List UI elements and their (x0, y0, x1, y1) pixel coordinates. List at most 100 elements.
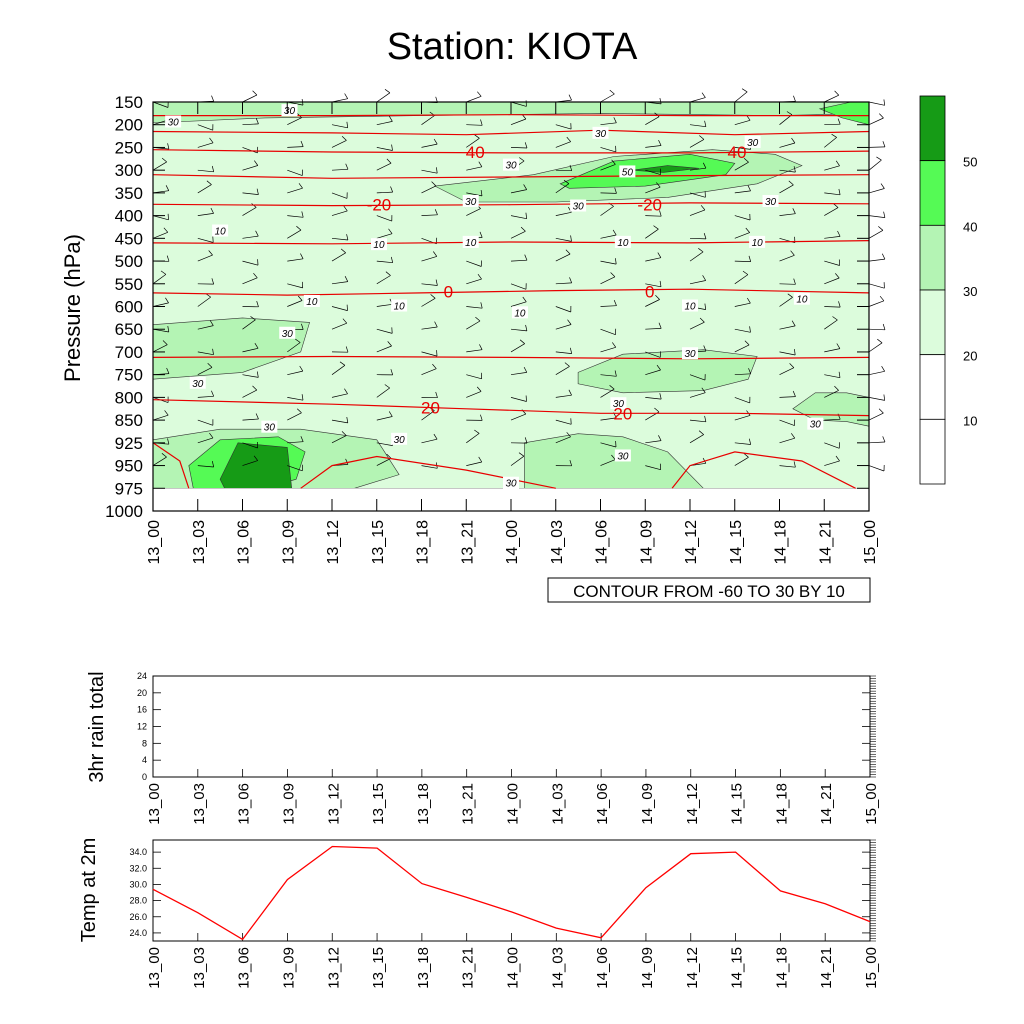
contour-label: 30 (617, 451, 629, 462)
wind-barb (510, 215, 527, 220)
wind-barb (645, 145, 662, 148)
contour-label-bg (261, 420, 278, 433)
contour-label-bg (462, 235, 479, 248)
wind-barb-flag (344, 276, 349, 282)
temperature-label: -20 (367, 195, 392, 214)
wind-barb-flag (523, 366, 528, 373)
wind-barb-flag (610, 272, 616, 278)
rain-frame (152, 675, 871, 778)
wind-barb (734, 215, 751, 221)
wind-barb-flag (345, 346, 349, 353)
wind-barb (689, 434, 704, 444)
wind-barb (152, 274, 167, 285)
wind-barb-flag (301, 323, 304, 330)
wind-barb (868, 397, 885, 401)
wind-barb (466, 208, 481, 216)
wind-barb-flag (386, 453, 392, 459)
wind-barb (779, 142, 795, 148)
wind-barb-flag (208, 250, 213, 256)
wind-barb-flag (613, 299, 617, 306)
xtick-label: 14_06 (594, 520, 611, 565)
wind-barb-flag (299, 365, 304, 372)
wind-barb-flag (477, 273, 482, 280)
wind-barb-flag (211, 278, 215, 285)
wind-barb (197, 437, 214, 444)
wind-barb (197, 465, 214, 468)
contour-label: 10 (617, 238, 629, 249)
wind-barb (376, 387, 390, 398)
xtick-label: 14_18 (773, 520, 790, 565)
wind-barb (242, 94, 258, 103)
wind-barb (868, 412, 884, 421)
contour-label-bg (391, 432, 408, 445)
xtick-label: 13_03 (191, 783, 208, 825)
wind-barb (376, 303, 393, 307)
xtick-label: 13_00 (146, 520, 163, 565)
contour-label: 10 (394, 302, 406, 313)
xtick-label: 13_18 (415, 947, 432, 989)
wind-barb (331, 140, 347, 148)
contour-label-bg (511, 306, 528, 319)
wind-barb-flag (480, 414, 483, 421)
wind-barb (197, 419, 214, 426)
wind-barb (331, 210, 348, 216)
wind-barb-flag (250, 316, 256, 321)
xtick-label: 13_18 (415, 783, 432, 825)
wind-barb-flag (162, 340, 168, 345)
wind-barb-flag (701, 92, 706, 98)
wind-barb-flag (748, 368, 752, 374)
ytick-label: 800 (115, 388, 143, 407)
xtick-label: 13_06 (236, 783, 253, 825)
xtick-label: 14_15 (729, 783, 746, 825)
wind-barb (868, 300, 885, 307)
wind-barb (689, 251, 704, 262)
wind-barb-flag (567, 319, 572, 325)
wind-barb-flag (749, 326, 751, 333)
wind-barb-flag (702, 162, 707, 169)
wind-barb (197, 351, 214, 356)
wind-barb (868, 258, 885, 262)
wind-barb-flag (614, 187, 617, 194)
contour-label-bg (614, 235, 631, 248)
wind-barb-flag (564, 362, 570, 367)
wind-barb (152, 414, 169, 421)
wind-barb (824, 460, 840, 466)
wind-barb (376, 147, 393, 151)
wind-barb-flag (388, 116, 393, 122)
wind-barb (868, 370, 885, 376)
wind-barb (734, 232, 750, 239)
wind-barb (197, 237, 214, 243)
ytick-label: 300 (115, 161, 143, 180)
temperature-contour-2 (152, 149, 870, 154)
wind-barb (466, 124, 483, 126)
contour-label-bg (592, 126, 609, 139)
wind-barb-flag (838, 371, 841, 378)
wind-barb (510, 101, 527, 107)
wind-barb (645, 440, 662, 444)
temperature-label: 40 (466, 143, 485, 162)
wind-barb (466, 391, 482, 398)
wind-barb (510, 372, 527, 376)
wind-barb-flag (612, 342, 617, 348)
wind-barb-flag (788, 180, 794, 186)
wind-barb-flag (479, 344, 483, 350)
wind-barb-flag (835, 160, 840, 166)
wind-barb (376, 442, 393, 446)
wind-barb-flag (524, 437, 528, 444)
xtick-label: 13_03 (191, 947, 208, 989)
wind-barb (645, 283, 662, 288)
temp-panel: 24.0 26.0 28.0 30.0 32.0 34.0 13_00 13_03 13_06 1… (129, 839, 880, 989)
wind-barb-flag (436, 167, 438, 174)
wind-barb-flag (698, 430, 704, 435)
wind-barb-flag (160, 270, 167, 275)
contour-label-bg (281, 104, 298, 117)
ytick-label: 24.0 (129, 928, 147, 938)
wind-barb-flag (570, 235, 572, 242)
ytick-label: 20 (137, 688, 147, 698)
colorbar-label: 40 (963, 219, 977, 234)
wind-barb-flag (609, 385, 615, 390)
wind-barb-flag (569, 459, 573, 466)
wind-barb (466, 306, 483, 309)
wind-barb (376, 92, 391, 103)
wind-barb-flag (658, 322, 662, 329)
